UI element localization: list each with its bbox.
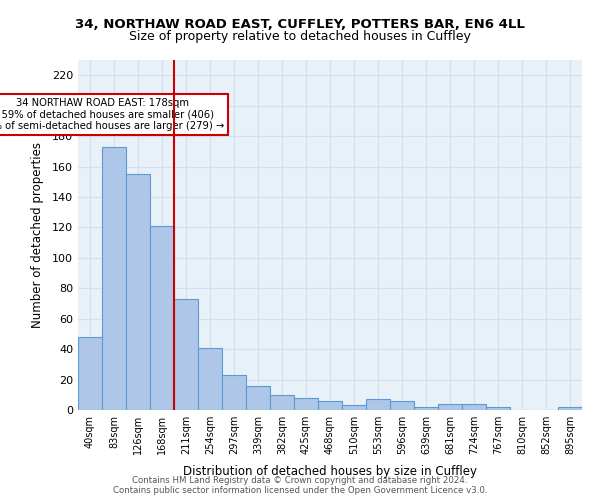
Bar xyxy=(366,400,390,410)
Text: 34 NORTHAW ROAD EAST: 178sqm
← 59% of detached houses are smaller (406)
41% of s: 34 NORTHAW ROAD EAST: 178sqm ← 59% of de… xyxy=(0,98,224,131)
Bar xyxy=(102,146,126,410)
Text: 34, NORTHAW ROAD EAST, CUFFLEY, POTTERS BAR, EN6 4LL: 34, NORTHAW ROAD EAST, CUFFLEY, POTTERS … xyxy=(75,18,525,30)
Bar xyxy=(390,401,414,410)
Bar xyxy=(270,395,294,410)
Bar xyxy=(126,174,150,410)
Bar xyxy=(222,375,246,410)
Bar xyxy=(414,407,438,410)
Bar xyxy=(342,406,366,410)
Bar xyxy=(294,398,318,410)
Bar xyxy=(318,401,342,410)
Bar xyxy=(558,407,582,410)
Bar xyxy=(462,404,486,410)
Bar xyxy=(78,337,102,410)
Bar xyxy=(150,226,174,410)
Bar xyxy=(198,348,222,410)
Bar xyxy=(246,386,270,410)
Text: Size of property relative to detached houses in Cuffley: Size of property relative to detached ho… xyxy=(129,30,471,43)
Text: Contains HM Land Registry data © Crown copyright and database right 2024.
Contai: Contains HM Land Registry data © Crown c… xyxy=(113,476,487,495)
Bar xyxy=(174,299,198,410)
Y-axis label: Number of detached properties: Number of detached properties xyxy=(31,142,44,328)
Bar xyxy=(438,404,462,410)
Bar xyxy=(486,407,510,410)
X-axis label: Distribution of detached houses by size in Cuffley: Distribution of detached houses by size … xyxy=(183,466,477,478)
